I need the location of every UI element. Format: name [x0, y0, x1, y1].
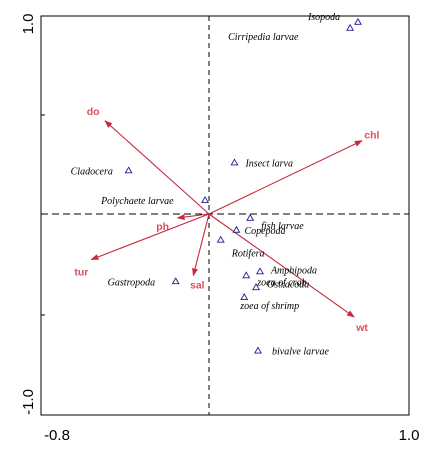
y-tick-label-max: 1.0	[20, 14, 37, 35]
vector-arrow-ph	[176, 213, 210, 221]
vector-label-chl: chl	[364, 130, 379, 142]
species-label-zoea-of-crab: zoea of crab	[256, 277, 306, 288]
tick-marks	[40, 15, 410, 416]
species-label-copepoda: Copepoda	[244, 226, 285, 237]
vector-arrow-do	[104, 120, 210, 215]
vector-label-sal: sal	[190, 279, 205, 291]
species-marker-zoea-of-shrimp	[240, 293, 249, 301]
x-tick-label-min: -0.8	[44, 427, 70, 444]
species-label-ostracoda: Ostracoda	[267, 279, 309, 290]
vector-arrow-wt	[208, 213, 355, 318]
species-label-insect-larva: Insect larva	[244, 159, 292, 170]
species-marker-fish-larvae	[246, 213, 255, 221]
x-tick-label-max: 1.0	[399, 427, 420, 444]
species-label-isopoda: Isopoda	[307, 12, 340, 23]
vector-arrow-sal	[192, 213, 210, 277]
species-label-rotifera: Rotifera	[231, 249, 265, 260]
species-label-cirripedia-larvae: Cirripedia larvae	[228, 32, 299, 43]
vector-arrow-chl	[208, 140, 363, 215]
species-label-zoea-of-shrimp: zoea of shrimp	[239, 301, 299, 312]
species-marker-cirripedia-larvae	[346, 23, 355, 31]
species-marker-bivalve-larvae	[254, 346, 262, 354]
vector-label-wt: wt	[355, 322, 368, 334]
species-label-gastropoda: Gastropoda	[108, 277, 155, 288]
species-marker-polychaete-larvae	[201, 196, 210, 203]
species-label-polychaete-larvae: Polychaete larvae	[100, 196, 174, 207]
y-tick-label-min: -1.0	[20, 389, 37, 415]
species-points: Isopoda Cirripedia larvae Cladocera Insect …	[71, 12, 362, 358]
vector-label-do: do	[87, 106, 100, 118]
vector-label-tur: tur	[74, 267, 88, 279]
species-label-fish-larvae: fish larvae	[261, 221, 304, 232]
species-label-cladocera: Cladocera	[71, 166, 113, 177]
species-marker-cladocera	[124, 166, 133, 174]
species-marker-copepoda	[232, 225, 241, 233]
species-marker-insect-larva	[230, 158, 239, 166]
species-marker-gastropoda	[171, 277, 180, 285]
species-label-amphipoda: Amphipoda	[270, 265, 317, 276]
vector-label-ph: ph	[156, 221, 169, 233]
species-marker-zoea-of-crab	[242, 271, 251, 279]
species-marker-isopoda	[353, 17, 362, 25]
species-marker-ostracoda	[252, 283, 261, 291]
environmental-vectors: do chl ph tur sal wt	[74, 106, 379, 334]
species-marker-rotifera	[216, 235, 225, 243]
vector-arrow-tur	[90, 213, 210, 261]
species-label-bivalve-larvae: bivalve larvae	[272, 347, 329, 358]
plot-frame	[40, 15, 410, 416]
species-marker-amphipoda	[255, 267, 264, 275]
